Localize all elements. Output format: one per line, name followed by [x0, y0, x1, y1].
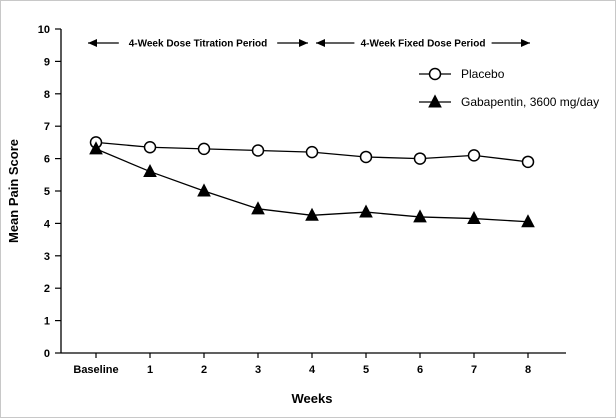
legend-marker — [428, 94, 442, 108]
data-point — [197, 142, 211, 156]
data-point — [305, 207, 319, 221]
annotation-span-1: 4-Week Fixed Dose Period — [316, 36, 530, 50]
annotation-span-0: 4-Week Dose Titration Period — [88, 36, 308, 50]
data-point — [413, 152, 427, 165]
y-tick-label: 3 — [44, 251, 50, 263]
annotation-text: 4-Week Dose Titration Period — [129, 39, 268, 50]
legend-marker — [428, 67, 442, 81]
legend-label: Gabapentin, 3600 mg/day — [461, 95, 599, 109]
annotation-text-bg — [118, 36, 278, 50]
x-tick-label: 3 — [255, 364, 261, 376]
annotation-text-bg — [354, 36, 492, 50]
legend-item: Placebo — [419, 67, 505, 81]
data-point — [89, 141, 103, 155]
data-point — [143, 163, 157, 178]
arrow-head-right — [521, 39, 530, 47]
y-tick-label: 2 — [44, 283, 50, 295]
y-tick-label: 5 — [44, 186, 50, 198]
series-placebo — [89, 136, 535, 169]
data-point — [359, 150, 373, 164]
y-axis-label: Mean Pain Score — [6, 139, 21, 243]
y-tick-label: 4 — [44, 218, 51, 230]
x-tick-label: Baseline — [73, 364, 118, 376]
y-tick-label: 7 — [44, 121, 50, 133]
x-tick-label: 8 — [525, 364, 531, 376]
arrow-head-right — [299, 39, 308, 47]
y-tick-label: 1 — [44, 316, 50, 328]
y-tick-label: 0 — [44, 348, 50, 360]
y-tick-label: 6 — [44, 154, 50, 166]
x-tick-label: 7 — [471, 364, 477, 376]
data-point — [413, 209, 427, 223]
data-point — [467, 210, 481, 225]
x-axis-label: Weeks — [292, 391, 333, 406]
y-tick-label: 10 — [38, 24, 50, 36]
x-tick-label: 4 — [309, 364, 316, 376]
arrow-head-left — [316, 39, 325, 47]
legend: Placebo Gabapentin, 3600 mg/day — [419, 67, 599, 109]
legend-item: Gabapentin, 3600 mg/day — [419, 94, 599, 109]
series-gabapentin-3600-mg-day — [89, 141, 535, 228]
x-tick-label: 5 — [363, 364, 369, 376]
data-point — [521, 155, 535, 169]
legend-label: Placebo — [461, 67, 505, 81]
data-point — [251, 144, 265, 157]
data-point — [143, 141, 157, 154]
data-point — [467, 149, 481, 162]
data-point — [359, 204, 373, 218]
x-tick-label: 6 — [417, 364, 423, 376]
data-point — [521, 214, 535, 228]
annotation-text: 4-Week Fixed Dose Period — [361, 39, 486, 50]
x-tick-label: 2 — [201, 364, 207, 376]
y-tick-label: 8 — [44, 89, 50, 101]
arrow-head-left — [88, 39, 97, 47]
x-tick-label: 1 — [147, 364, 153, 376]
y-tick-label: 9 — [44, 56, 50, 68]
data-point — [197, 183, 211, 197]
data-point — [305, 145, 319, 159]
data-point — [251, 201, 265, 215]
